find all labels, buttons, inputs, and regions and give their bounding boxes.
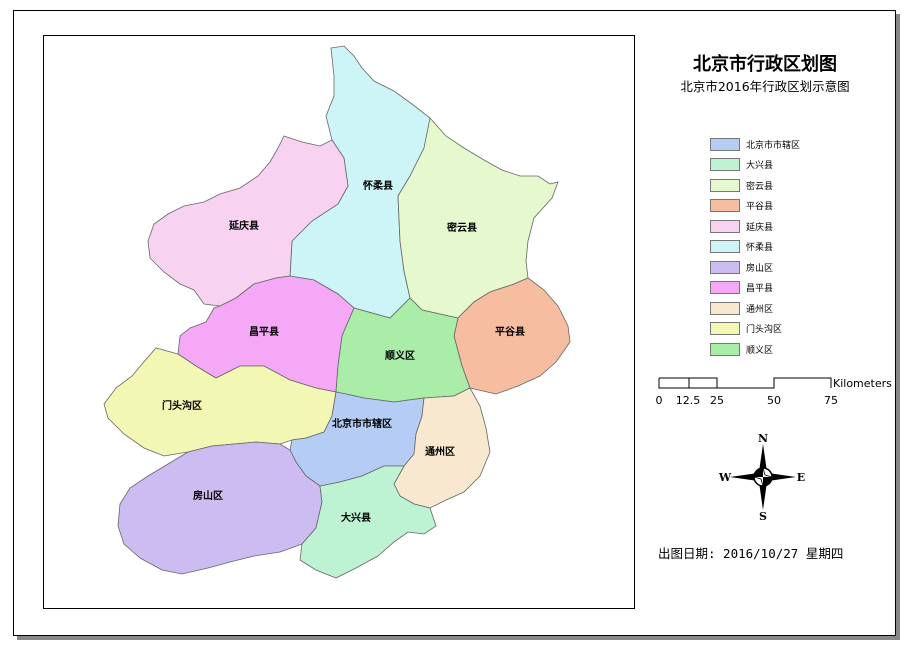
legend-label: 平谷县 bbox=[746, 202, 774, 212]
region-label-yanqing: 延庆县 bbox=[228, 219, 259, 232]
legend-label: 怀柔县 bbox=[746, 243, 774, 253]
scale-tick-label: 12.5 bbox=[676, 394, 701, 407]
legend-swatch bbox=[710, 178, 740, 192]
region-daxing bbox=[299, 465, 437, 579]
region-label-shunyi: 顺义区 bbox=[385, 349, 415, 362]
legend-label: 房山区 bbox=[746, 263, 774, 274]
region-label-city: 北京市市辖区 bbox=[332, 417, 392, 430]
legend-label: 北京市市辖区 bbox=[746, 140, 801, 151]
scale-tick-label: 50 bbox=[767, 394, 781, 407]
legend-item: 通州区 bbox=[710, 300, 773, 316]
legend-item: 昌平县 bbox=[710, 280, 773, 296]
region-label-huairou: 怀柔县 bbox=[363, 179, 393, 192]
print-date: 出图日期: 2016/10/27 星期四 bbox=[658, 546, 844, 561]
scale-tick-label: 25 bbox=[710, 394, 724, 407]
legend-item: 平谷县 bbox=[710, 198, 773, 214]
legend-swatch bbox=[710, 199, 740, 212]
scale-tick-label: 0 bbox=[656, 394, 663, 407]
region-label-mentougou: 门头沟区 bbox=[162, 399, 202, 412]
compass-w: W bbox=[718, 471, 732, 484]
region-label-changping: 昌平县 bbox=[249, 326, 279, 338]
legend-label: 密云县 bbox=[746, 181, 774, 192]
compass-e: E bbox=[797, 471, 805, 484]
compass-rose-icon bbox=[730, 444, 796, 510]
legend-item: 房山区 bbox=[710, 259, 773, 275]
region-label-tongzhou: 通州区 bbox=[425, 446, 455, 458]
region-fangshan bbox=[117, 441, 323, 575]
legend-label: 大兴县 bbox=[746, 161, 774, 171]
scale-unit-label: Kilometers bbox=[833, 377, 892, 390]
legend-label: 门头沟区 bbox=[746, 325, 783, 335]
region-label-fangshan: 房山区 bbox=[193, 489, 223, 502]
region-label-pinggu: 平谷县 bbox=[495, 325, 525, 338]
region-yanqing bbox=[147, 135, 349, 307]
legend-swatch bbox=[710, 219, 740, 233]
legend-swatch bbox=[710, 240, 740, 253]
compass-n: N bbox=[758, 432, 768, 445]
legend-swatch bbox=[710, 322, 740, 335]
map-title: 北京市行政区划图 bbox=[693, 54, 837, 75]
legend-item: 顺义区 bbox=[710, 341, 773, 357]
legend-swatch bbox=[710, 137, 740, 151]
region-pinggu bbox=[453, 277, 571, 395]
legend-swatch bbox=[710, 342, 740, 356]
map-subtitle: 北京市2016年行政区划示意图 bbox=[680, 79, 850, 94]
legend-item: 大兴县 bbox=[710, 157, 773, 173]
scale-bar: Kilometers 0 12.5 25 50 75 bbox=[656, 377, 893, 407]
legend-item: 怀柔县 bbox=[710, 239, 773, 255]
region-tongzhou bbox=[393, 387, 491, 509]
map-frame: 怀柔县延庆县 密云县平谷县 昌平县顺义区门头沟区北京市市辖区通州区房山区大兴县 bbox=[43, 35, 635, 609]
region-label-daxing: 大兴县 bbox=[341, 511, 371, 524]
legend-swatch bbox=[710, 301, 740, 315]
legend-item: 延庆县 bbox=[710, 218, 773, 234]
legend-label: 昌平县 bbox=[746, 284, 774, 294]
legend-item: 密云县 bbox=[710, 177, 773, 193]
legend-label: 通州区 bbox=[746, 304, 774, 315]
legend-item: 北京市市辖区 bbox=[710, 136, 800, 152]
legend-item: 门头沟区 bbox=[710, 321, 782, 337]
compass-s: S bbox=[759, 510, 767, 522]
legend-swatch bbox=[710, 281, 740, 294]
legend-swatch bbox=[710, 158, 740, 171]
legend-label: 延庆县 bbox=[746, 222, 774, 233]
region-label-miyun: 密云县 bbox=[447, 221, 477, 234]
legend-label: 顺义区 bbox=[746, 345, 774, 356]
scale-tick-label: 75 bbox=[824, 394, 838, 407]
legend-swatch bbox=[710, 260, 740, 274]
north-arrow: N S W E bbox=[718, 432, 805, 522]
